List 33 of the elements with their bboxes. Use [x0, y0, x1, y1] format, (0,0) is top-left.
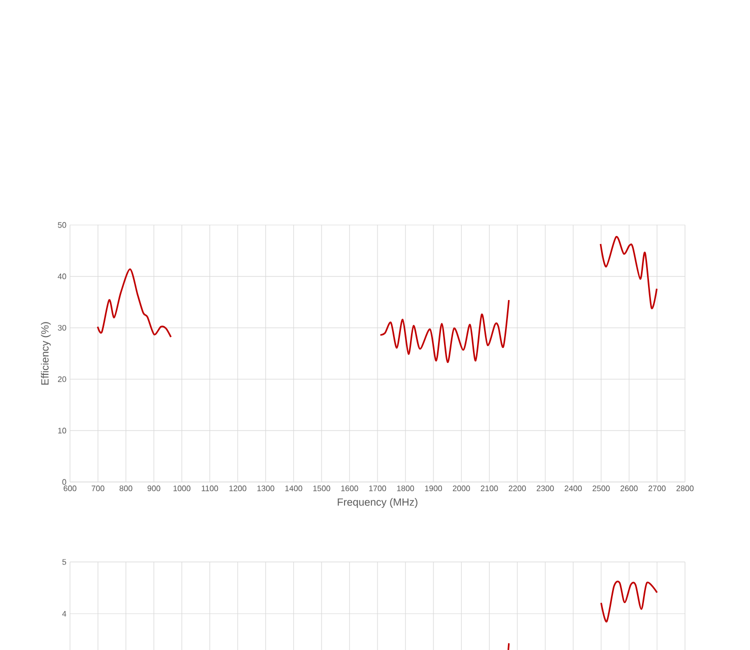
- x-tick-label: 1600: [341, 486, 358, 492]
- y-tick-label: 5: [62, 559, 66, 565]
- y-tick-label: 50: [58, 222, 66, 228]
- x-tick-label: 2700: [648, 486, 666, 492]
- x-tick-label: 1200: [229, 486, 246, 492]
- x-tick-label: 2400: [564, 486, 582, 492]
- x-tick-label: 2000: [452, 486, 470, 492]
- x-tick-label: 1400: [285, 486, 302, 492]
- x-tick-label: 2100: [480, 486, 498, 492]
- x-tick-label: 700: [92, 486, 104, 492]
- y-tick-label: 0: [62, 479, 66, 485]
- x-tick-label: 1000: [174, 486, 190, 492]
- y-tick-label: 30: [58, 324, 66, 331]
- x-tick-label: 1500: [313, 486, 330, 492]
- x-tick-label: 900: [148, 486, 160, 492]
- x-tick-label: 2800: [676, 486, 694, 492]
- x-tick-label: 1700: [369, 486, 386, 492]
- x-tick-label: 1900: [425, 486, 442, 492]
- y-axis-title: Efficiency (%): [40, 322, 51, 385]
- x-tick-label: 2600: [620, 486, 638, 492]
- x-tick-label: 2300: [536, 486, 554, 492]
- y-tick-label: 40: [58, 274, 66, 280]
- x-tick-label: 800: [120, 486, 132, 492]
- y-tick-label: 20: [58, 376, 66, 382]
- y-tick-label: 10: [58, 428, 66, 434]
- y-tick-label: 4: [62, 610, 66, 616]
- x-tick-label: 1300: [257, 486, 274, 492]
- x-tick-label: 600: [64, 486, 76, 492]
- x-axis-title: Frequency (MHz): [338, 498, 418, 508]
- x-tick-label: 1100: [202, 486, 218, 492]
- x-tick-label: 2500: [592, 486, 610, 492]
- x-tick-label: 1800: [397, 486, 414, 492]
- x-tick-label: 2200: [508, 486, 526, 492]
